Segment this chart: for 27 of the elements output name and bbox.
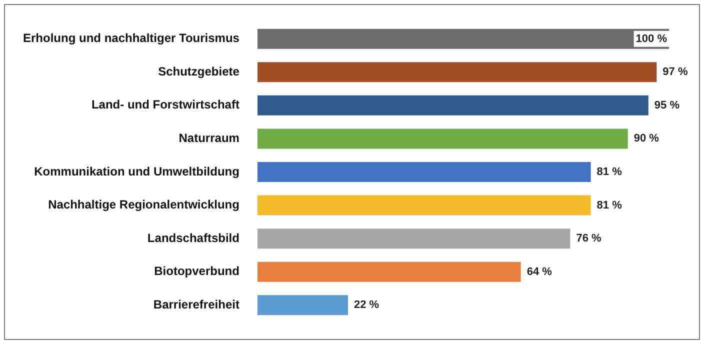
y-tick-label: Land- und Forstwirtschaft xyxy=(91,98,240,112)
data-label: 100 % xyxy=(636,32,668,45)
y-tick-label: Naturraum xyxy=(178,131,240,146)
bar xyxy=(257,228,570,249)
bar xyxy=(257,95,648,116)
y-tick-label: Landschaftsbild xyxy=(147,230,240,245)
bar xyxy=(257,162,591,182)
bar xyxy=(257,262,521,282)
data-label: 90 % xyxy=(634,132,660,145)
data-label: 22 % xyxy=(354,299,380,312)
data-label: 81 % xyxy=(596,166,622,178)
data-label: 81 % xyxy=(596,199,622,212)
data-label: 64 % xyxy=(526,266,552,278)
data-label: 76 % xyxy=(576,232,602,245)
y-tick-label: Nachhaltige Regionalentwicklung xyxy=(48,198,240,212)
y-tick-label: Erholung und nachhaltiger Tourismus xyxy=(23,31,240,46)
bar xyxy=(257,62,657,82)
bar xyxy=(257,295,348,316)
bar xyxy=(257,128,628,149)
y-tick-label: Barrierefreiheit xyxy=(153,297,240,312)
bar xyxy=(257,28,669,49)
y-tick-label: Biotopverbund xyxy=(154,264,240,278)
bar xyxy=(257,195,591,216)
y-tick-label: Kommunikation und Umweltbildung xyxy=(34,164,240,178)
data-label: 97 % xyxy=(662,66,688,78)
data-label: 95 % xyxy=(654,99,680,112)
y-tick-label: Schutzgebiete xyxy=(158,64,240,78)
